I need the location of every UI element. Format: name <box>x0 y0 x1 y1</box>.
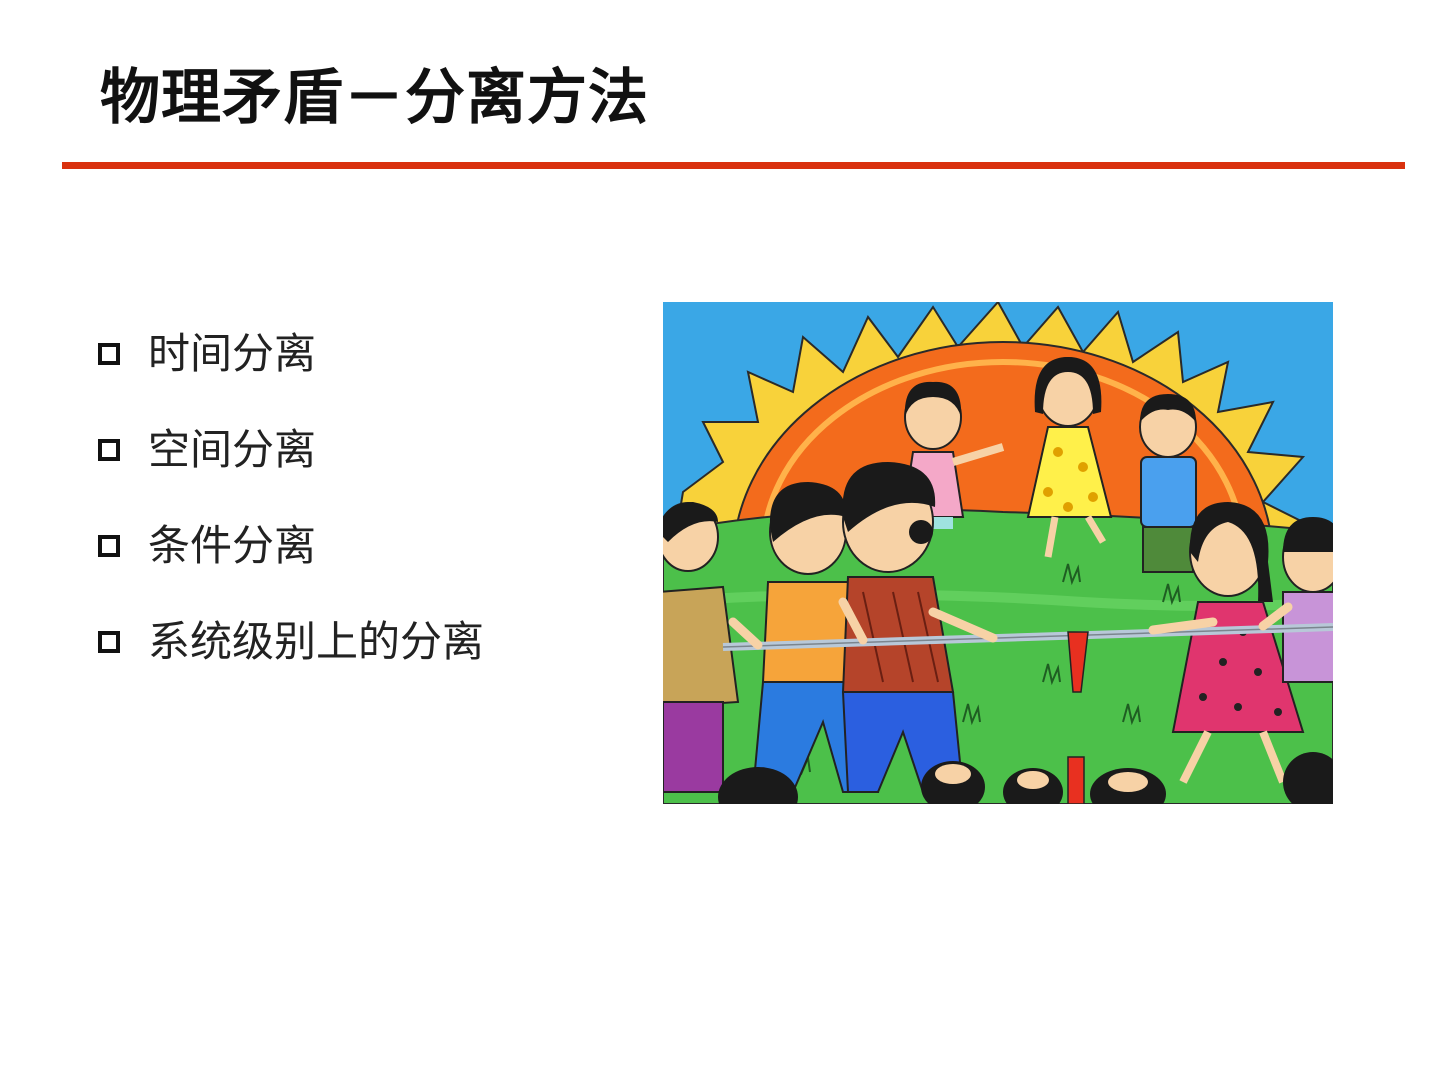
bullet-text: 时间分离 <box>148 329 317 378</box>
bullet-item: 条件分离 <box>98 514 484 578</box>
bullet-text: 条件分离 <box>148 521 317 570</box>
slide-title: 物理矛盾－分离方法 <box>100 63 649 133</box>
tug-of-war-illustration <box>663 302 1333 804</box>
square-bullet-icon <box>98 343 120 365</box>
bullet-text: 空间分离 <box>148 425 317 474</box>
bullet-item: 系统级别上的分离 <box>98 610 484 674</box>
title-underline <box>62 162 1405 169</box>
square-bullet-icon <box>98 535 120 557</box>
square-bullet-icon <box>98 439 120 461</box>
bullet-item: 空间分离 <box>98 418 484 482</box>
square-bullet-icon <box>98 631 120 653</box>
bullet-item: 时间分离 <box>98 322 484 386</box>
bullet-text: 系统级别上的分离 <box>148 617 485 666</box>
bullet-list: 时间分离 空间分离 条件分离 系统级别上的分离 <box>98 322 484 706</box>
